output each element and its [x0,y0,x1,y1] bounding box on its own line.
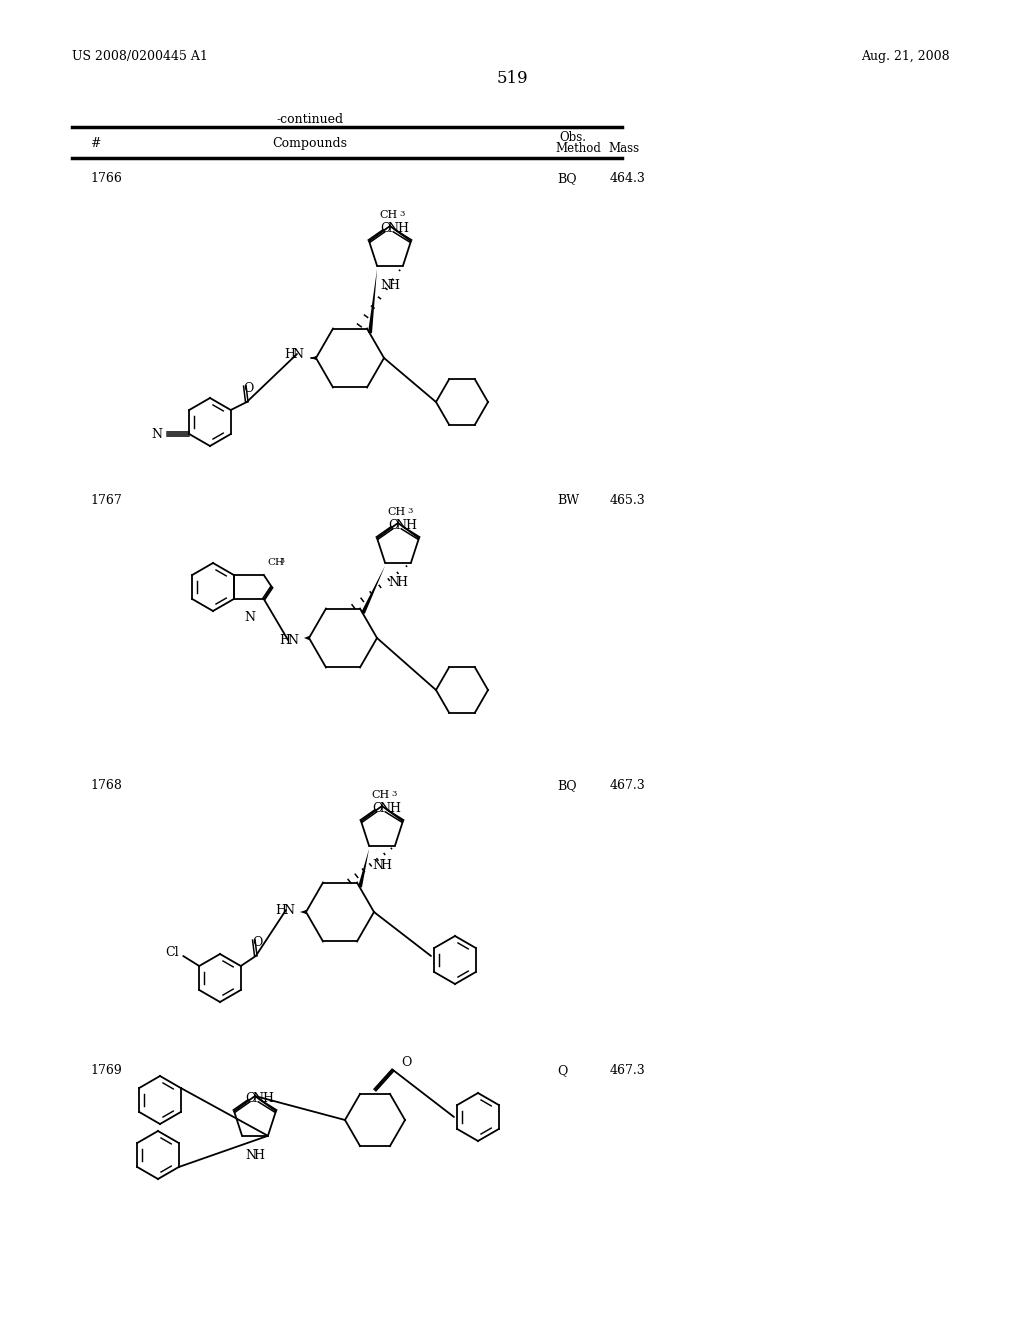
Text: O: O [253,936,263,949]
Text: O: O [244,381,254,395]
Text: 3: 3 [407,507,413,515]
Text: #: # [90,137,100,150]
Text: NH: NH [388,222,410,235]
Text: 3: 3 [280,557,285,565]
Text: N: N [152,428,162,441]
Text: H: H [380,859,391,871]
Polygon shape [311,356,316,360]
Text: 3: 3 [391,789,396,799]
Text: NH: NH [380,803,401,816]
Polygon shape [358,849,369,887]
Text: O: O [245,1092,255,1105]
Text: CH: CH [372,789,390,800]
Text: Compounds: Compounds [272,137,347,150]
Text: Mass: Mass [608,143,639,154]
Text: BW: BW [557,494,580,507]
Text: O: O [380,222,390,235]
Text: N: N [245,1148,256,1162]
Text: N: N [287,634,298,647]
Text: Aug. 21, 2008: Aug. 21, 2008 [861,50,950,63]
Text: H: H [284,347,295,360]
Polygon shape [300,909,306,913]
Text: N: N [292,347,303,360]
Text: O: O [401,1056,412,1068]
Text: N: N [245,611,256,624]
Text: 1768: 1768 [90,779,122,792]
Polygon shape [361,566,385,614]
Text: H: H [253,1148,264,1162]
Text: 1766: 1766 [90,172,122,185]
Text: BQ: BQ [557,172,577,185]
Text: -continued: -continued [276,114,344,125]
Text: O: O [388,519,398,532]
Text: Obs.: Obs. [559,131,586,144]
Text: N: N [380,279,391,292]
Polygon shape [304,636,309,640]
Text: US 2008/0200445 A1: US 2008/0200445 A1 [72,50,208,63]
Text: CH: CH [268,558,285,568]
Text: 467.3: 467.3 [610,1064,646,1077]
Text: 464.3: 464.3 [610,172,646,185]
Text: CH: CH [388,507,407,517]
Text: N: N [372,859,383,871]
Text: N: N [283,903,294,916]
Text: O: O [372,803,382,816]
Text: 1769: 1769 [90,1064,122,1077]
Text: NH: NH [396,519,418,532]
Text: N: N [388,576,399,589]
Text: H: H [279,634,290,647]
Text: 467.3: 467.3 [610,779,646,792]
Text: 519: 519 [497,70,527,87]
Text: H: H [275,903,286,916]
Text: 3: 3 [399,210,404,218]
Text: CH: CH [380,210,398,220]
Text: H: H [388,279,399,292]
Polygon shape [368,269,377,333]
Text: H: H [396,576,408,589]
Text: 1767: 1767 [90,494,122,507]
Text: Method: Method [555,143,601,154]
Text: BQ: BQ [557,779,577,792]
Text: NH: NH [253,1093,274,1105]
Text: Cl: Cl [166,945,179,958]
Text: 465.3: 465.3 [610,494,646,507]
Text: Q: Q [557,1064,567,1077]
